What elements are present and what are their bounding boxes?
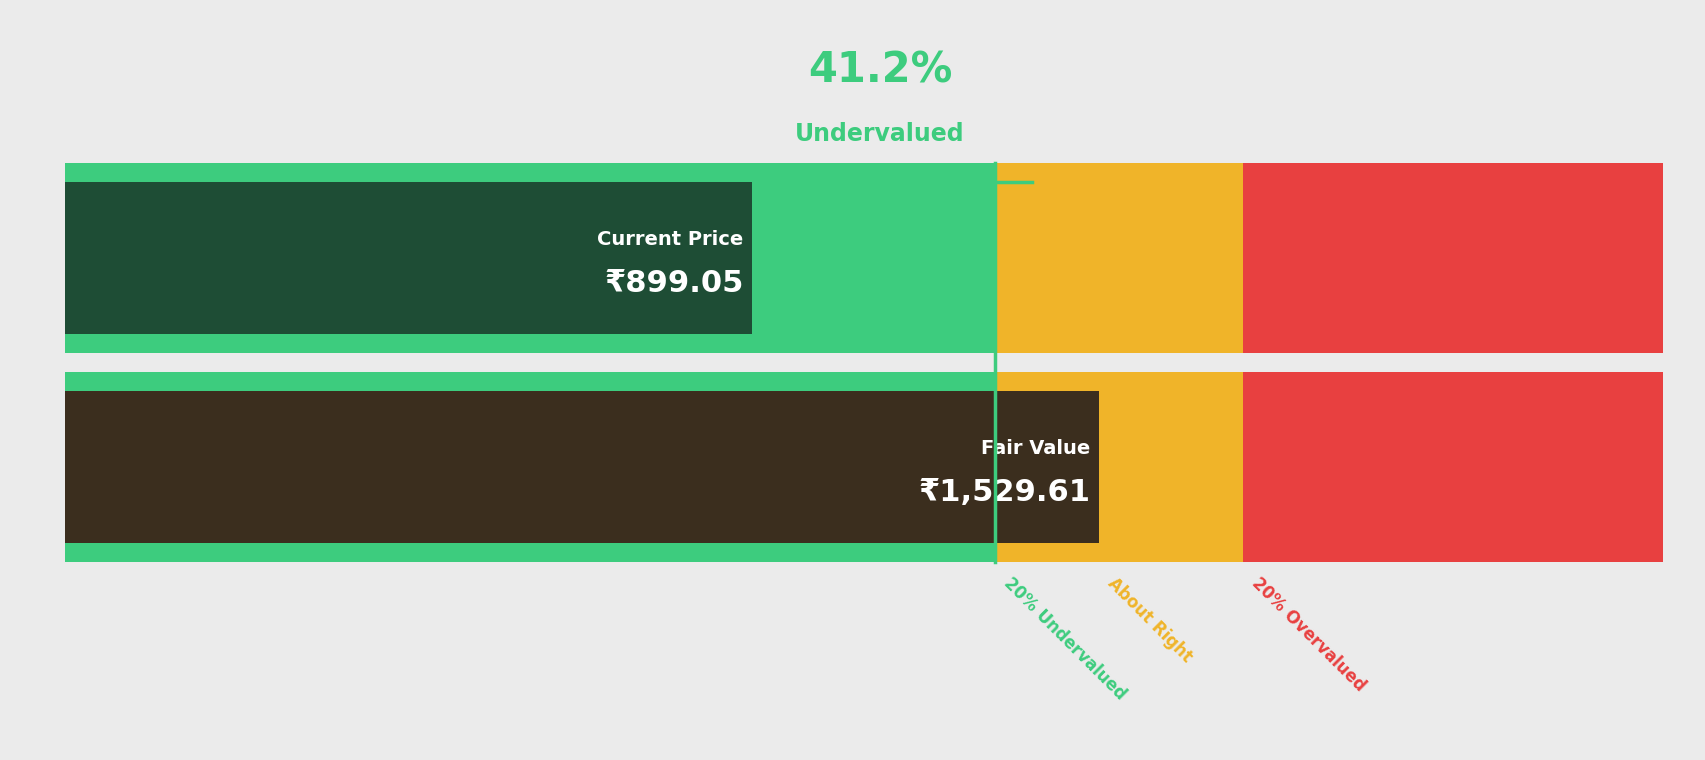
- Bar: [65, 182, 752, 334]
- Bar: [65, 163, 994, 353]
- Bar: [994, 372, 1098, 562]
- Bar: [994, 163, 1098, 353]
- Text: ₹899.05: ₹899.05: [604, 268, 743, 298]
- Bar: [65, 391, 1098, 543]
- Text: About Right: About Right: [1103, 574, 1195, 666]
- Bar: [1098, 163, 1243, 353]
- Text: Fair Value: Fair Value: [980, 439, 1089, 458]
- Bar: [1098, 372, 1243, 562]
- Text: Undervalued: Undervalued: [795, 122, 965, 146]
- Text: ₹1,529.61: ₹1,529.61: [917, 477, 1089, 507]
- Text: 41.2%: 41.2%: [808, 49, 951, 91]
- Bar: [1243, 372, 1662, 562]
- Bar: [1243, 163, 1662, 353]
- Text: 20% Undervalued: 20% Undervalued: [999, 574, 1129, 703]
- Text: Current Price: Current Price: [597, 230, 743, 249]
- Text: 20% Overvalued: 20% Overvalued: [1248, 574, 1367, 695]
- Bar: [65, 372, 994, 562]
